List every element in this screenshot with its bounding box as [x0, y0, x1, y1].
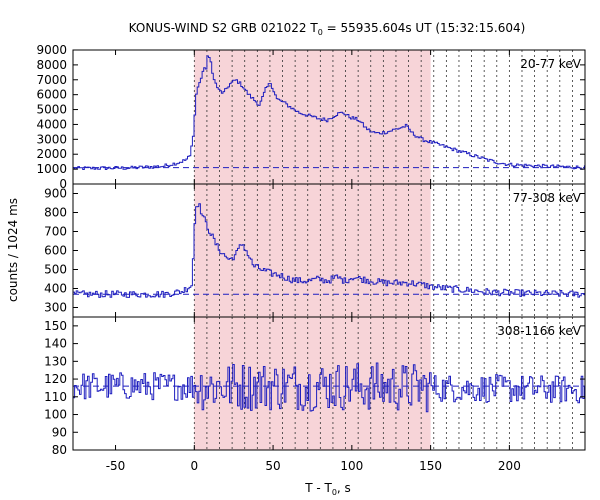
- y-tick-label: 8000: [36, 58, 67, 72]
- y-axis-label: counts / 1024 ms: [6, 198, 20, 302]
- energy-band-label: 20-77 keV: [520, 57, 582, 71]
- y-tick-label: 7000: [36, 73, 67, 87]
- x-label-subscript: 0: [332, 488, 337, 497]
- y-tick-label: 4000: [36, 117, 67, 131]
- x-tick-label: 50: [265, 459, 280, 473]
- x-tick-label: -50: [106, 459, 126, 473]
- y-tick-label: 5000: [36, 103, 67, 117]
- shaded-interval: [194, 184, 431, 317]
- y-tick-label: 400: [44, 282, 67, 296]
- y-tick-label: 110: [44, 390, 67, 404]
- y-tick-label: 0: [59, 177, 67, 191]
- y-tick-label: 140: [44, 337, 67, 351]
- y-tick-label: 700: [44, 225, 67, 239]
- title-rest: = 55935.604s UT (15:32:15.604): [323, 21, 526, 35]
- energy-band-label: 308-1166 keV: [497, 324, 581, 338]
- chart-title: KONUS-WIND S2 GRB 021022 T0 = 55935.604s…: [129, 21, 526, 37]
- y-tick-label: 600: [44, 244, 67, 258]
- y-tick-label: 300: [44, 301, 67, 315]
- x-label-rest: , s: [337, 481, 351, 495]
- y-tick-label: 500: [44, 263, 67, 277]
- x-tick-label: 150: [419, 459, 442, 473]
- y-tick-label: 120: [44, 372, 67, 386]
- y-tick-label: 90: [52, 425, 67, 439]
- y-tick-label: 100: [44, 408, 67, 422]
- y-tick-label: 9000: [36, 43, 67, 57]
- panel-2: 300 400 500 600 700 800 900 77-308 keV: [44, 183, 586, 318]
- y-tick-label: 3000: [36, 132, 67, 146]
- x-label-main: T - T: [304, 481, 332, 495]
- y-tick-label: 900: [44, 187, 67, 201]
- title-main: KONUS-WIND S2 GRB 021022 T: [129, 21, 319, 35]
- y-tick-label: 800: [44, 206, 67, 220]
- y-tick-label: 6000: [36, 88, 67, 102]
- y-tick-label: 150: [44, 319, 67, 333]
- y-tick-label: 80: [52, 443, 67, 457]
- panel-frame: [72, 316, 586, 451]
- energy-band-label: 77-308 keV: [513, 191, 582, 205]
- count-rate-series: [73, 55, 585, 170]
- title-subscript: 0: [318, 28, 323, 37]
- x-tick-label: 200: [498, 459, 521, 473]
- x-axis-label: T - T0, s: [304, 481, 351, 497]
- y-tick-label: 2000: [36, 147, 67, 161]
- count-rate-series: [73, 362, 585, 413]
- panel-3: 80 90 100 110 120 130 140 150 308-1166 keV: [44, 316, 586, 457]
- x-tick-label: 100: [340, 459, 363, 473]
- y-tick-label: 1000: [36, 162, 67, 176]
- x-axis: -50 0 50 100 150 200: [106, 459, 521, 473]
- count-rate-series: [73, 203, 585, 298]
- y-tick-label: 130: [44, 354, 67, 368]
- x-tick-label: 0: [190, 459, 198, 473]
